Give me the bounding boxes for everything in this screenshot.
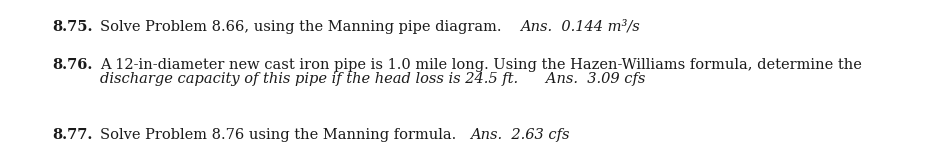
Text: 8.76.: 8.76.: [52, 58, 93, 72]
Text: Solve Problem 8.76 using the Manning formula.: Solve Problem 8.76 using the Manning for…: [100, 128, 456, 142]
Text: Solve Problem 8.66, using the Manning pipe diagram.: Solve Problem 8.66, using the Manning pi…: [100, 20, 501, 34]
Text: 8.75.: 8.75.: [52, 20, 93, 34]
Text: Ans.  0.144 m³/s: Ans. 0.144 m³/s: [520, 20, 640, 34]
Text: discharge capacity of this pipe if the head loss is 24.5 ft.      Ans.  3.09 cfs: discharge capacity of this pipe if the h…: [100, 72, 646, 86]
Text: A 12-in-diameter new cast iron pipe is 1.0 mile long. Using the Hazen-Williams f: A 12-in-diameter new cast iron pipe is 1…: [100, 58, 862, 72]
Text: Ans.  2.63 cfs: Ans. 2.63 cfs: [470, 128, 569, 142]
Text: 8.77.: 8.77.: [52, 128, 93, 142]
